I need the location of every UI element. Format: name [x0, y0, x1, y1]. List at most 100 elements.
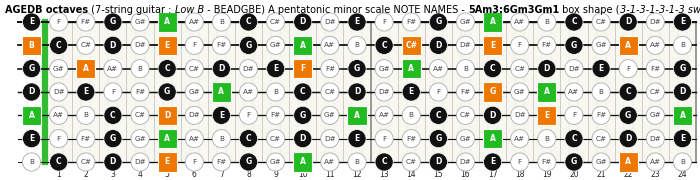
Circle shape — [429, 83, 447, 101]
Circle shape — [131, 106, 149, 124]
Circle shape — [565, 106, 583, 124]
Circle shape — [646, 36, 664, 54]
Text: G: G — [489, 87, 496, 96]
Text: D#: D# — [650, 19, 662, 25]
Circle shape — [565, 83, 583, 101]
Text: B: B — [680, 159, 685, 165]
Text: G#: G# — [270, 42, 281, 48]
Circle shape — [402, 13, 420, 31]
Text: E: E — [29, 17, 34, 26]
Circle shape — [212, 60, 230, 78]
Circle shape — [565, 36, 583, 54]
Text: G#: G# — [324, 112, 336, 118]
Circle shape — [212, 36, 230, 54]
Circle shape — [511, 36, 528, 54]
Circle shape — [239, 153, 258, 171]
Text: 15: 15 — [433, 170, 443, 179]
Circle shape — [538, 153, 556, 171]
Text: C: C — [382, 158, 387, 166]
Text: B: B — [219, 19, 224, 25]
FancyBboxPatch shape — [158, 152, 176, 172]
Text: C#: C# — [460, 112, 471, 118]
Text: C: C — [164, 64, 170, 73]
Text: G#: G# — [595, 159, 607, 165]
Bar — [45, 22, 696, 162]
Circle shape — [186, 83, 203, 101]
Text: 7: 7 — [219, 170, 224, 179]
Circle shape — [158, 60, 176, 78]
Circle shape — [186, 106, 203, 124]
Text: F#: F# — [461, 89, 470, 95]
Text: D#: D# — [243, 66, 254, 72]
Text: 23: 23 — [650, 170, 660, 179]
Text: A: A — [218, 87, 224, 96]
Circle shape — [212, 13, 230, 31]
Text: C#: C# — [80, 159, 92, 165]
Circle shape — [538, 130, 556, 148]
Text: C#: C# — [324, 89, 335, 95]
Circle shape — [239, 13, 258, 31]
Circle shape — [22, 13, 41, 31]
Circle shape — [104, 13, 122, 31]
Circle shape — [619, 13, 637, 31]
Circle shape — [592, 60, 610, 78]
Circle shape — [429, 130, 447, 148]
Text: D#: D# — [650, 136, 662, 142]
Text: F: F — [382, 136, 386, 142]
FancyBboxPatch shape — [22, 36, 41, 55]
Circle shape — [456, 106, 475, 124]
Circle shape — [348, 36, 366, 54]
Circle shape — [267, 106, 285, 124]
Text: 12: 12 — [352, 170, 362, 179]
Circle shape — [239, 36, 258, 54]
Circle shape — [484, 60, 502, 78]
Text: F: F — [518, 42, 522, 48]
Text: E: E — [680, 134, 685, 143]
Circle shape — [592, 130, 610, 148]
Text: A#: A# — [189, 136, 199, 142]
Text: D: D — [164, 111, 170, 120]
Circle shape — [22, 83, 41, 101]
FancyBboxPatch shape — [158, 12, 176, 32]
Text: F#: F# — [596, 112, 606, 118]
Text: D: D — [300, 17, 306, 26]
Text: C: C — [625, 87, 631, 96]
Text: A: A — [625, 41, 631, 50]
Text: 8: 8 — [246, 170, 251, 179]
Text: F: F — [572, 112, 576, 118]
FancyBboxPatch shape — [158, 36, 176, 55]
Circle shape — [50, 13, 68, 31]
Text: D#: D# — [514, 112, 526, 118]
Circle shape — [646, 130, 664, 148]
Text: A#: A# — [514, 19, 525, 25]
Circle shape — [375, 106, 393, 124]
Text: 18: 18 — [515, 170, 524, 179]
Circle shape — [646, 13, 664, 31]
FancyBboxPatch shape — [347, 106, 367, 125]
Circle shape — [429, 106, 447, 124]
Text: G: G — [354, 64, 360, 73]
Text: G#: G# — [52, 66, 64, 72]
Circle shape — [429, 13, 447, 31]
Circle shape — [77, 130, 95, 148]
Circle shape — [294, 13, 312, 31]
Circle shape — [592, 106, 610, 124]
Text: A: A — [544, 87, 550, 96]
Text: F: F — [518, 159, 522, 165]
Circle shape — [538, 60, 556, 78]
Text: D#: D# — [324, 136, 336, 142]
Circle shape — [646, 106, 664, 124]
Text: G: G — [570, 41, 577, 50]
Circle shape — [646, 83, 664, 101]
Circle shape — [484, 106, 502, 124]
Circle shape — [484, 153, 502, 171]
Circle shape — [402, 106, 420, 124]
Text: 22: 22 — [624, 170, 633, 179]
FancyBboxPatch shape — [483, 12, 502, 32]
Text: F#: F# — [135, 89, 145, 95]
Text: C: C — [56, 41, 62, 50]
FancyBboxPatch shape — [619, 152, 638, 172]
FancyBboxPatch shape — [673, 106, 692, 125]
Circle shape — [104, 153, 122, 171]
Text: B: B — [545, 19, 550, 25]
